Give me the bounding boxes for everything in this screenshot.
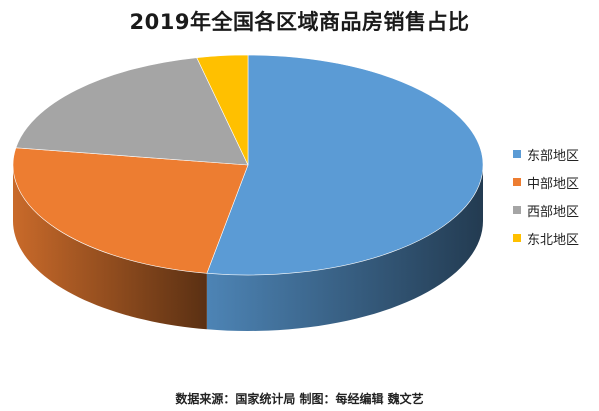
pie-side-1 bbox=[206, 165, 483, 331]
legend-item-1: 东部地区 bbox=[513, 140, 579, 168]
pie-side-2 bbox=[13, 165, 207, 330]
legend-swatch bbox=[513, 234, 521, 242]
legend-swatch bbox=[513, 206, 521, 214]
legend-item-3: 西部地区 bbox=[513, 196, 579, 224]
pie-sides bbox=[13, 165, 483, 331]
pie-slice-1 bbox=[206, 54, 484, 276]
legend-label: 中部地区 bbox=[527, 176, 580, 192]
pie-slice-4 bbox=[196, 54, 249, 166]
legend-label: 东部地区 bbox=[527, 148, 580, 164]
pie-slice-2 bbox=[12, 147, 249, 274]
legend-label: 西部地区 bbox=[527, 204, 580, 220]
chart-title: 2019年全国各区域商品房销售占比 bbox=[129, 10, 470, 34]
legend: 东部地区中部地区西部地区东北地区 bbox=[513, 140, 579, 252]
source-note: 数据来源：国家统计局 制图：每经编辑 魏文艺 bbox=[175, 392, 424, 406]
pie-slice-3 bbox=[15, 57, 249, 166]
legend-item-4: 东北地区 bbox=[513, 224, 579, 252]
legend-swatch bbox=[513, 150, 521, 158]
legend-item-2: 中部地区 bbox=[513, 168, 579, 196]
legend-label: 东北地区 bbox=[527, 232, 580, 248]
legend-swatch bbox=[513, 178, 521, 186]
pie-top bbox=[12, 54, 484, 276]
